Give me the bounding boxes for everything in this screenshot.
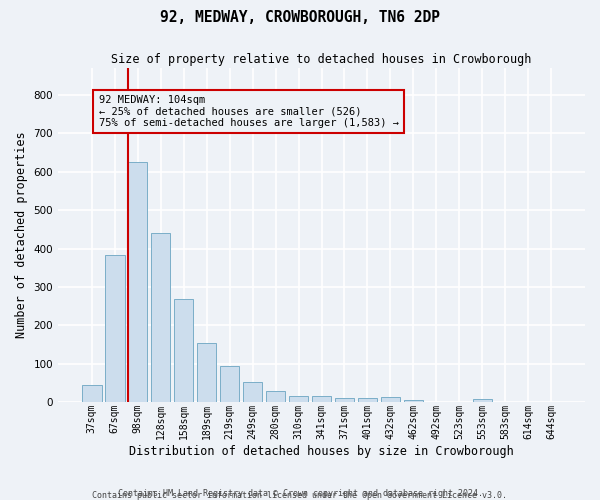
Bar: [380, 396, 400, 402]
Title: Size of property relative to detached houses in Crowborough: Size of property relative to detached ho…: [112, 52, 532, 66]
Text: Contains HM Land Registry data © Crown copyright and database right 2024.: Contains HM Land Registry data © Crown c…: [118, 488, 482, 498]
Bar: [220, 366, 239, 403]
Bar: [312, 396, 331, 402]
Bar: [335, 398, 354, 402]
Text: 92 MEDWAY: 104sqm
← 25% of detached houses are smaller (526)
75% of semi-detache: 92 MEDWAY: 104sqm ← 25% of detached hous…: [98, 95, 398, 128]
Bar: [151, 234, 170, 402]
Bar: [266, 391, 286, 402]
Bar: [105, 255, 125, 402]
Bar: [243, 382, 262, 402]
Bar: [289, 396, 308, 402]
Bar: [82, 385, 101, 402]
Bar: [128, 162, 148, 402]
Text: 92, MEDWAY, CROWBOROUGH, TN6 2DP: 92, MEDWAY, CROWBOROUGH, TN6 2DP: [160, 10, 440, 25]
Y-axis label: Number of detached properties: Number of detached properties: [15, 132, 28, 338]
Bar: [197, 343, 217, 402]
Text: Contains public sector information licensed under the Open Government Licence v3: Contains public sector information licen…: [92, 491, 508, 500]
Bar: [404, 400, 423, 402]
Bar: [473, 399, 492, 402]
Bar: [358, 398, 377, 402]
Bar: [174, 298, 193, 403]
X-axis label: Distribution of detached houses by size in Crowborough: Distribution of detached houses by size …: [129, 444, 514, 458]
